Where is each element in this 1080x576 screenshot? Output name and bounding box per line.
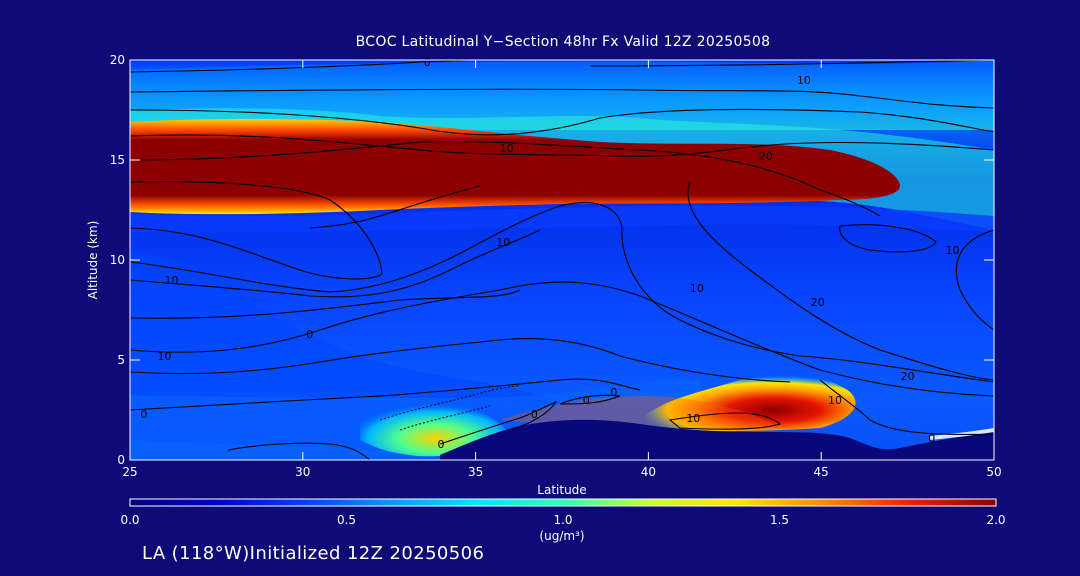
initialization-footer: LA (118°W)Initialized 12Z 20250506: [142, 543, 485, 564]
contour-line-dotted: [379, 385, 521, 421]
contour-line: [130, 181, 383, 280]
x-tick-label: 30: [295, 465, 310, 479]
southern-low-level-band: [360, 396, 510, 457]
contour-value-label: 20: [759, 150, 773, 163]
x-tick-label: 40: [641, 465, 656, 479]
contour-value-label: 10: [158, 350, 172, 363]
contour-value-label: 10: [797, 74, 811, 87]
contour-value-label: 10: [496, 236, 510, 249]
contour-line: [589, 60, 994, 67]
contour-line: [130, 378, 641, 411]
contour-value-label: 20: [901, 370, 915, 383]
contour-value-label: 10: [500, 142, 514, 155]
contour-value-label: 10: [690, 282, 704, 295]
contour-line: [130, 108, 994, 136]
contour-value-label: 0: [438, 438, 445, 451]
contour-line: [130, 60, 471, 73]
contour-value-label: 0: [928, 432, 935, 445]
contour-line: [130, 134, 994, 157]
contour-line: [668, 412, 782, 430]
x-tick-label: 25: [122, 465, 137, 479]
colorbar-tick-label: 0.5: [337, 513, 356, 527]
x-axis-title: Latitude: [537, 483, 586, 497]
contour-line: [130, 281, 994, 397]
terrain-mask: [440, 419, 994, 460]
contour-line: [130, 289, 521, 319]
contour-value-label: 10: [164, 274, 178, 287]
contour-line: [439, 400, 558, 445]
contour-line: [130, 141, 881, 217]
colorbar-tick-label: 0.0: [120, 513, 139, 527]
contour-value-label: 0: [531, 408, 538, 421]
x-tick-label: 50: [986, 465, 1001, 479]
contour-value-label: 0: [140, 408, 147, 421]
colorbar-tick-label: 1.0: [553, 513, 572, 527]
contour-value-label: 0: [610, 386, 617, 399]
contour-lines: [130, 60, 994, 460]
contour-value-label: 20: [811, 296, 825, 309]
y-tick-label: 5: [117, 353, 125, 367]
contour-value-label: 10: [946, 244, 960, 257]
contour-line: [130, 88, 994, 109]
contour-line: [819, 379, 994, 436]
contour-line: [227, 442, 371, 460]
contour-line: [687, 181, 994, 381]
y-tick-label: 0: [117, 453, 125, 467]
y-axis-title: Altitude (km): [86, 221, 100, 300]
contour-value-label: 0: [583, 394, 590, 407]
contour-line: [955, 229, 994, 331]
x-axis: 25 30 35 40 45 50: [122, 60, 1002, 479]
contour-line: [130, 338, 791, 383]
contour-line: [309, 185, 481, 229]
contour-line: [559, 394, 621, 405]
contour-line: [130, 229, 541, 298]
contour-line: [839, 224, 937, 253]
x-tick-label: 45: [814, 465, 829, 479]
colorbar-tick-label: 2.0: [986, 513, 1005, 527]
contour-value-label: 0: [306, 328, 313, 341]
contour-value-label: 10: [686, 412, 700, 425]
heatmap-field: [130, 60, 994, 460]
upper-layer-underside: [130, 206, 994, 233]
low-level-plume: [640, 376, 856, 431]
contour-line: [130, 202, 994, 383]
upper-maximum-layer: [130, 119, 900, 215]
y-tick-label: 10: [110, 253, 125, 267]
x-tick-label: 35: [468, 465, 483, 479]
colorbar: [129, 498, 997, 507]
colorbar-unit: (ug/m³): [539, 529, 585, 543]
y-axis: 0 5 10 15 20: [110, 53, 994, 467]
contour-line-dotted: [399, 405, 491, 431]
chart-title: BCOC Latitudinal Y−Section 48hr Fx Valid…: [355, 34, 771, 50]
contour-labels: 0 10 10 20 10 10 10 20 10 0 0 0 0 0 0 10 20 10 10 0: [140, 56, 959, 451]
y-tick-label: 20: [110, 53, 125, 67]
contour-value-label: 0: [424, 56, 431, 69]
upper-field-texture: [130, 60, 994, 130]
contour-value-label: 10: [828, 394, 842, 407]
y-tick-label: 15: [110, 153, 125, 167]
colorbar-tick-label: 1.5: [770, 513, 789, 527]
colorbar-ticks: 0.0 0.5 1.0 1.5 2.0: [120, 513, 1005, 527]
